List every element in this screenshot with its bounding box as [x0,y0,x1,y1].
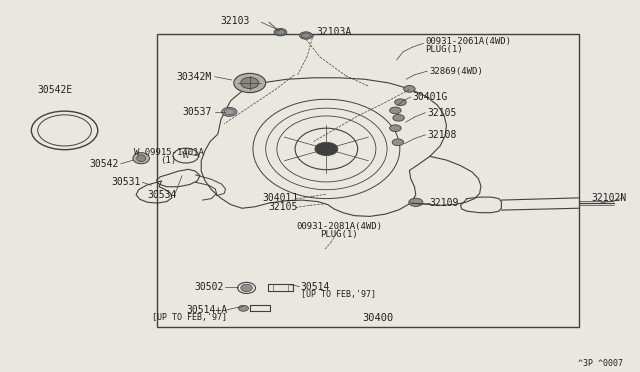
Text: 32109: 32109 [430,198,460,208]
Text: [UP TO FEB,'97]: [UP TO FEB,'97] [152,313,227,322]
Text: 30502: 30502 [195,282,224,292]
Text: 32108: 32108 [428,130,457,140]
Circle shape [238,305,248,311]
Circle shape [390,107,401,114]
Circle shape [404,86,415,92]
Ellipse shape [234,73,266,93]
Text: 32103A: 32103A [317,27,352,37]
Text: 30537: 30537 [182,107,211,117]
Text: PLUG(1): PLUG(1) [426,45,463,54]
Text: 32102N: 32102N [591,193,627,203]
Text: 32869(4WD): 32869(4WD) [430,67,484,76]
Text: (1): (1) [161,155,177,164]
Ellipse shape [241,77,259,89]
Text: 30542E: 30542E [37,85,72,94]
Text: 00931-2081A(4WD): 00931-2081A(4WD) [296,222,382,231]
Text: 32105: 32105 [268,202,298,212]
Text: 00931-2061A(4WD): 00931-2061A(4WD) [426,37,511,46]
Text: 30401J: 30401J [262,193,298,203]
Circle shape [392,139,404,145]
Text: 30514+A: 30514+A [186,305,227,315]
Circle shape [221,108,237,116]
Ellipse shape [133,153,150,164]
Ellipse shape [241,284,252,292]
Text: 30534: 30534 [147,190,176,200]
Circle shape [300,32,312,39]
Text: 32105: 32105 [428,108,457,118]
Text: 32103: 32103 [220,16,250,26]
Text: ^3P ^0007: ^3P ^0007 [579,359,623,368]
Text: 30542: 30542 [90,159,119,169]
Text: 30342M: 30342M [176,72,211,82]
Text: PLUG(1): PLUG(1) [321,230,358,240]
Text: 30514: 30514 [301,282,330,292]
Text: W: W [182,151,189,160]
Circle shape [390,125,401,132]
Ellipse shape [137,155,146,161]
Text: 30401G: 30401G [413,92,448,102]
Bar [157,34,579,327]
Text: 30400: 30400 [362,312,393,323]
Circle shape [274,29,287,36]
Circle shape [409,198,423,206]
Circle shape [393,115,404,121]
Circle shape [395,99,406,106]
Text: [UP TO FEB,'97]: [UP TO FEB,'97] [301,290,376,299]
Text: W 09915-1401A: W 09915-1401A [134,148,204,157]
Circle shape [315,142,338,155]
Text: 30531: 30531 [112,177,141,187]
